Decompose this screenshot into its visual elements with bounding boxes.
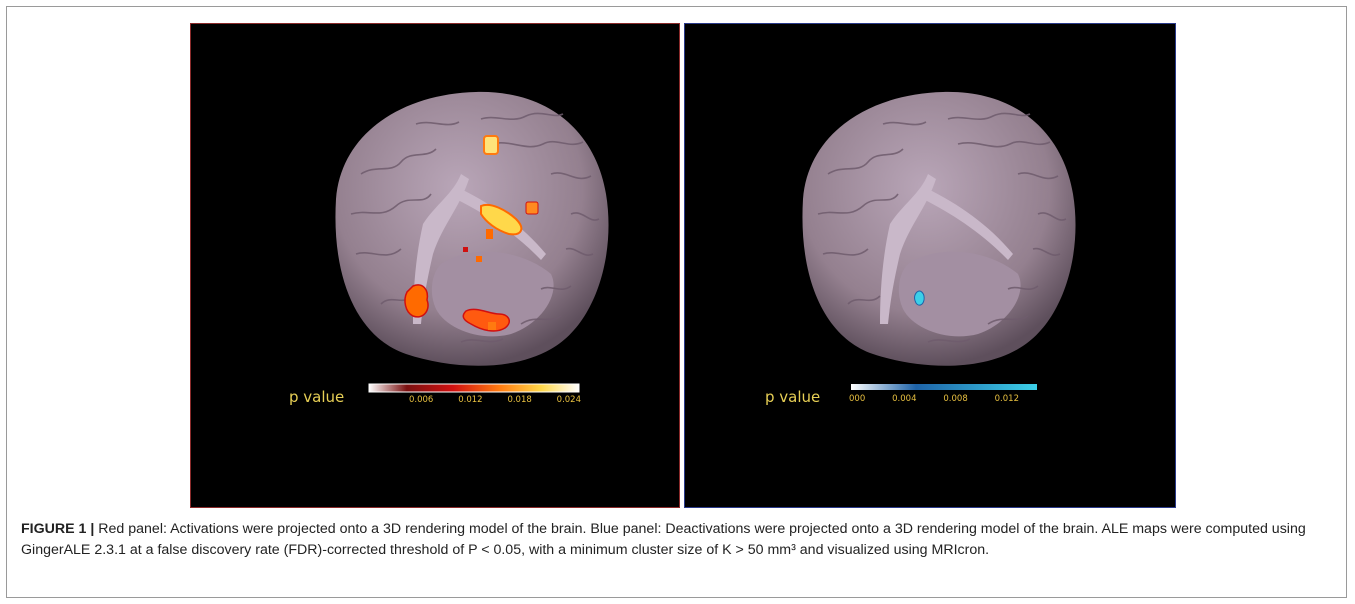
p-value-label: p value (765, 388, 821, 406)
tick-label: 0.004 (892, 394, 917, 404)
brain-medial-cut (431, 251, 554, 337)
tick-label: 0.012 (458, 395, 483, 405)
brain-activation-render (335, 91, 609, 393)
deactivation-panel: p value 000 0.004 0.008 0.012 (684, 23, 1176, 508)
tick-label: 0.018 (507, 395, 532, 405)
figure-frame: p value 0.006 0.012 0.018 0.024 (6, 6, 1347, 598)
tick-label: 0.024 (556, 395, 581, 405)
brain-deactivation-render (802, 91, 1076, 390)
deactivation-clusters (914, 290, 925, 306)
caption-text: Red panel: Activations were projected on… (21, 521, 1306, 558)
tick-label: 0.006 (409, 395, 434, 405)
activation-colorbar (368, 383, 580, 393)
figure-caption: FIGURE 1 | Red panel: Activations were p… (21, 519, 1331, 561)
cortical-slice (880, 174, 936, 324)
caption-label: FIGURE 1 | (21, 521, 95, 537)
tick-label: 0.012 (994, 394, 1019, 404)
activation-clusters (404, 135, 539, 332)
colorbar-ticks: 000 0.004 0.008 0.012 (849, 394, 1019, 404)
brain-medial-cut (898, 251, 1021, 337)
tick-label: 0.008 (943, 394, 968, 404)
deactivation-colorbar (851, 384, 1037, 390)
panel-divider (680, 23, 684, 508)
p-value-label: p value (289, 388, 345, 406)
tick-label: 000 (849, 394, 866, 404)
figure-image: p value 0.006 0.012 0.018 0.024 (190, 23, 1176, 508)
colorbar-ticks: 0.006 0.012 0.018 0.024 (409, 395, 581, 405)
activation-panel: p value 0.006 0.012 0.018 0.024 (190, 23, 680, 508)
